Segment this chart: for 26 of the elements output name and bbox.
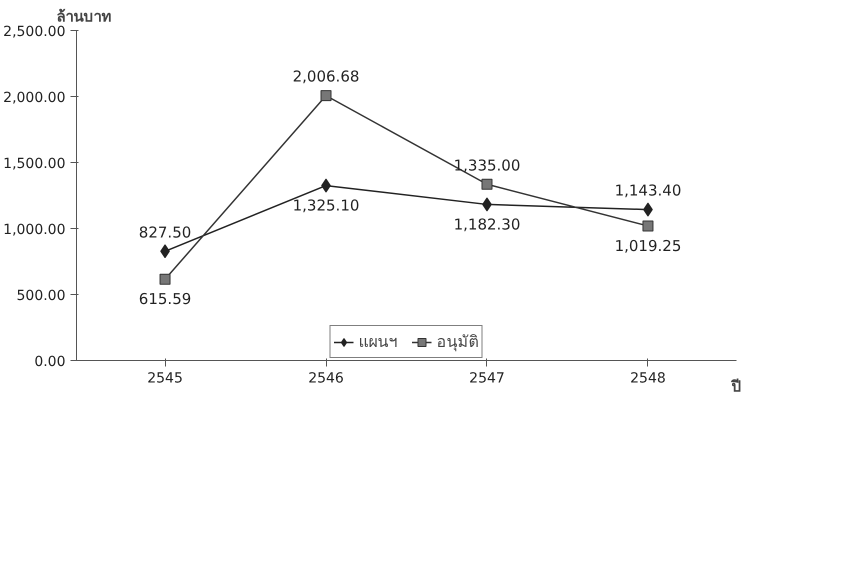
y-tick-label: 500.00 — [16, 288, 66, 304]
point — [481, 178, 492, 190]
point — [160, 274, 171, 285]
data-label: 1,325.10 — [292, 196, 360, 215]
legend-label: แผนฯ — [358, 331, 398, 353]
legend-label: อนุมัติ — [436, 331, 478, 354]
x-tick-label: 2546 — [308, 370, 344, 386]
y-tick-label: 0.00 — [34, 354, 66, 370]
data-label: 1,335.00 — [454, 156, 520, 174]
data-label: 2,006.68 — [292, 68, 360, 86]
x-tick-label: 2545 — [147, 370, 183, 386]
y-tick-label: 1,000.00 — [3, 222, 66, 238]
x-axis-title: ปี — [730, 378, 742, 396]
data-label: 1,143.40 — [614, 182, 682, 200]
point — [642, 220, 654, 232]
y-tick-label: 2,000.00 — [3, 90, 66, 106]
data-label: 827.50 — [138, 223, 192, 242]
y-axis-title: ล้านบาท — [56, 8, 112, 26]
data-label: 1,019.25 — [614, 236, 682, 255]
y-tick-label: 2,500.00 — [3, 24, 66, 40]
y-tick-label: 1,500.00 — [3, 156, 66, 172]
x-tick-label: 2547 — [469, 370, 505, 386]
data-label: 1,182.30 — [454, 215, 520, 234]
point — [320, 90, 332, 102]
data-label: 615.59 — [138, 290, 192, 308]
x-tick-label: 2548 — [630, 370, 666, 386]
